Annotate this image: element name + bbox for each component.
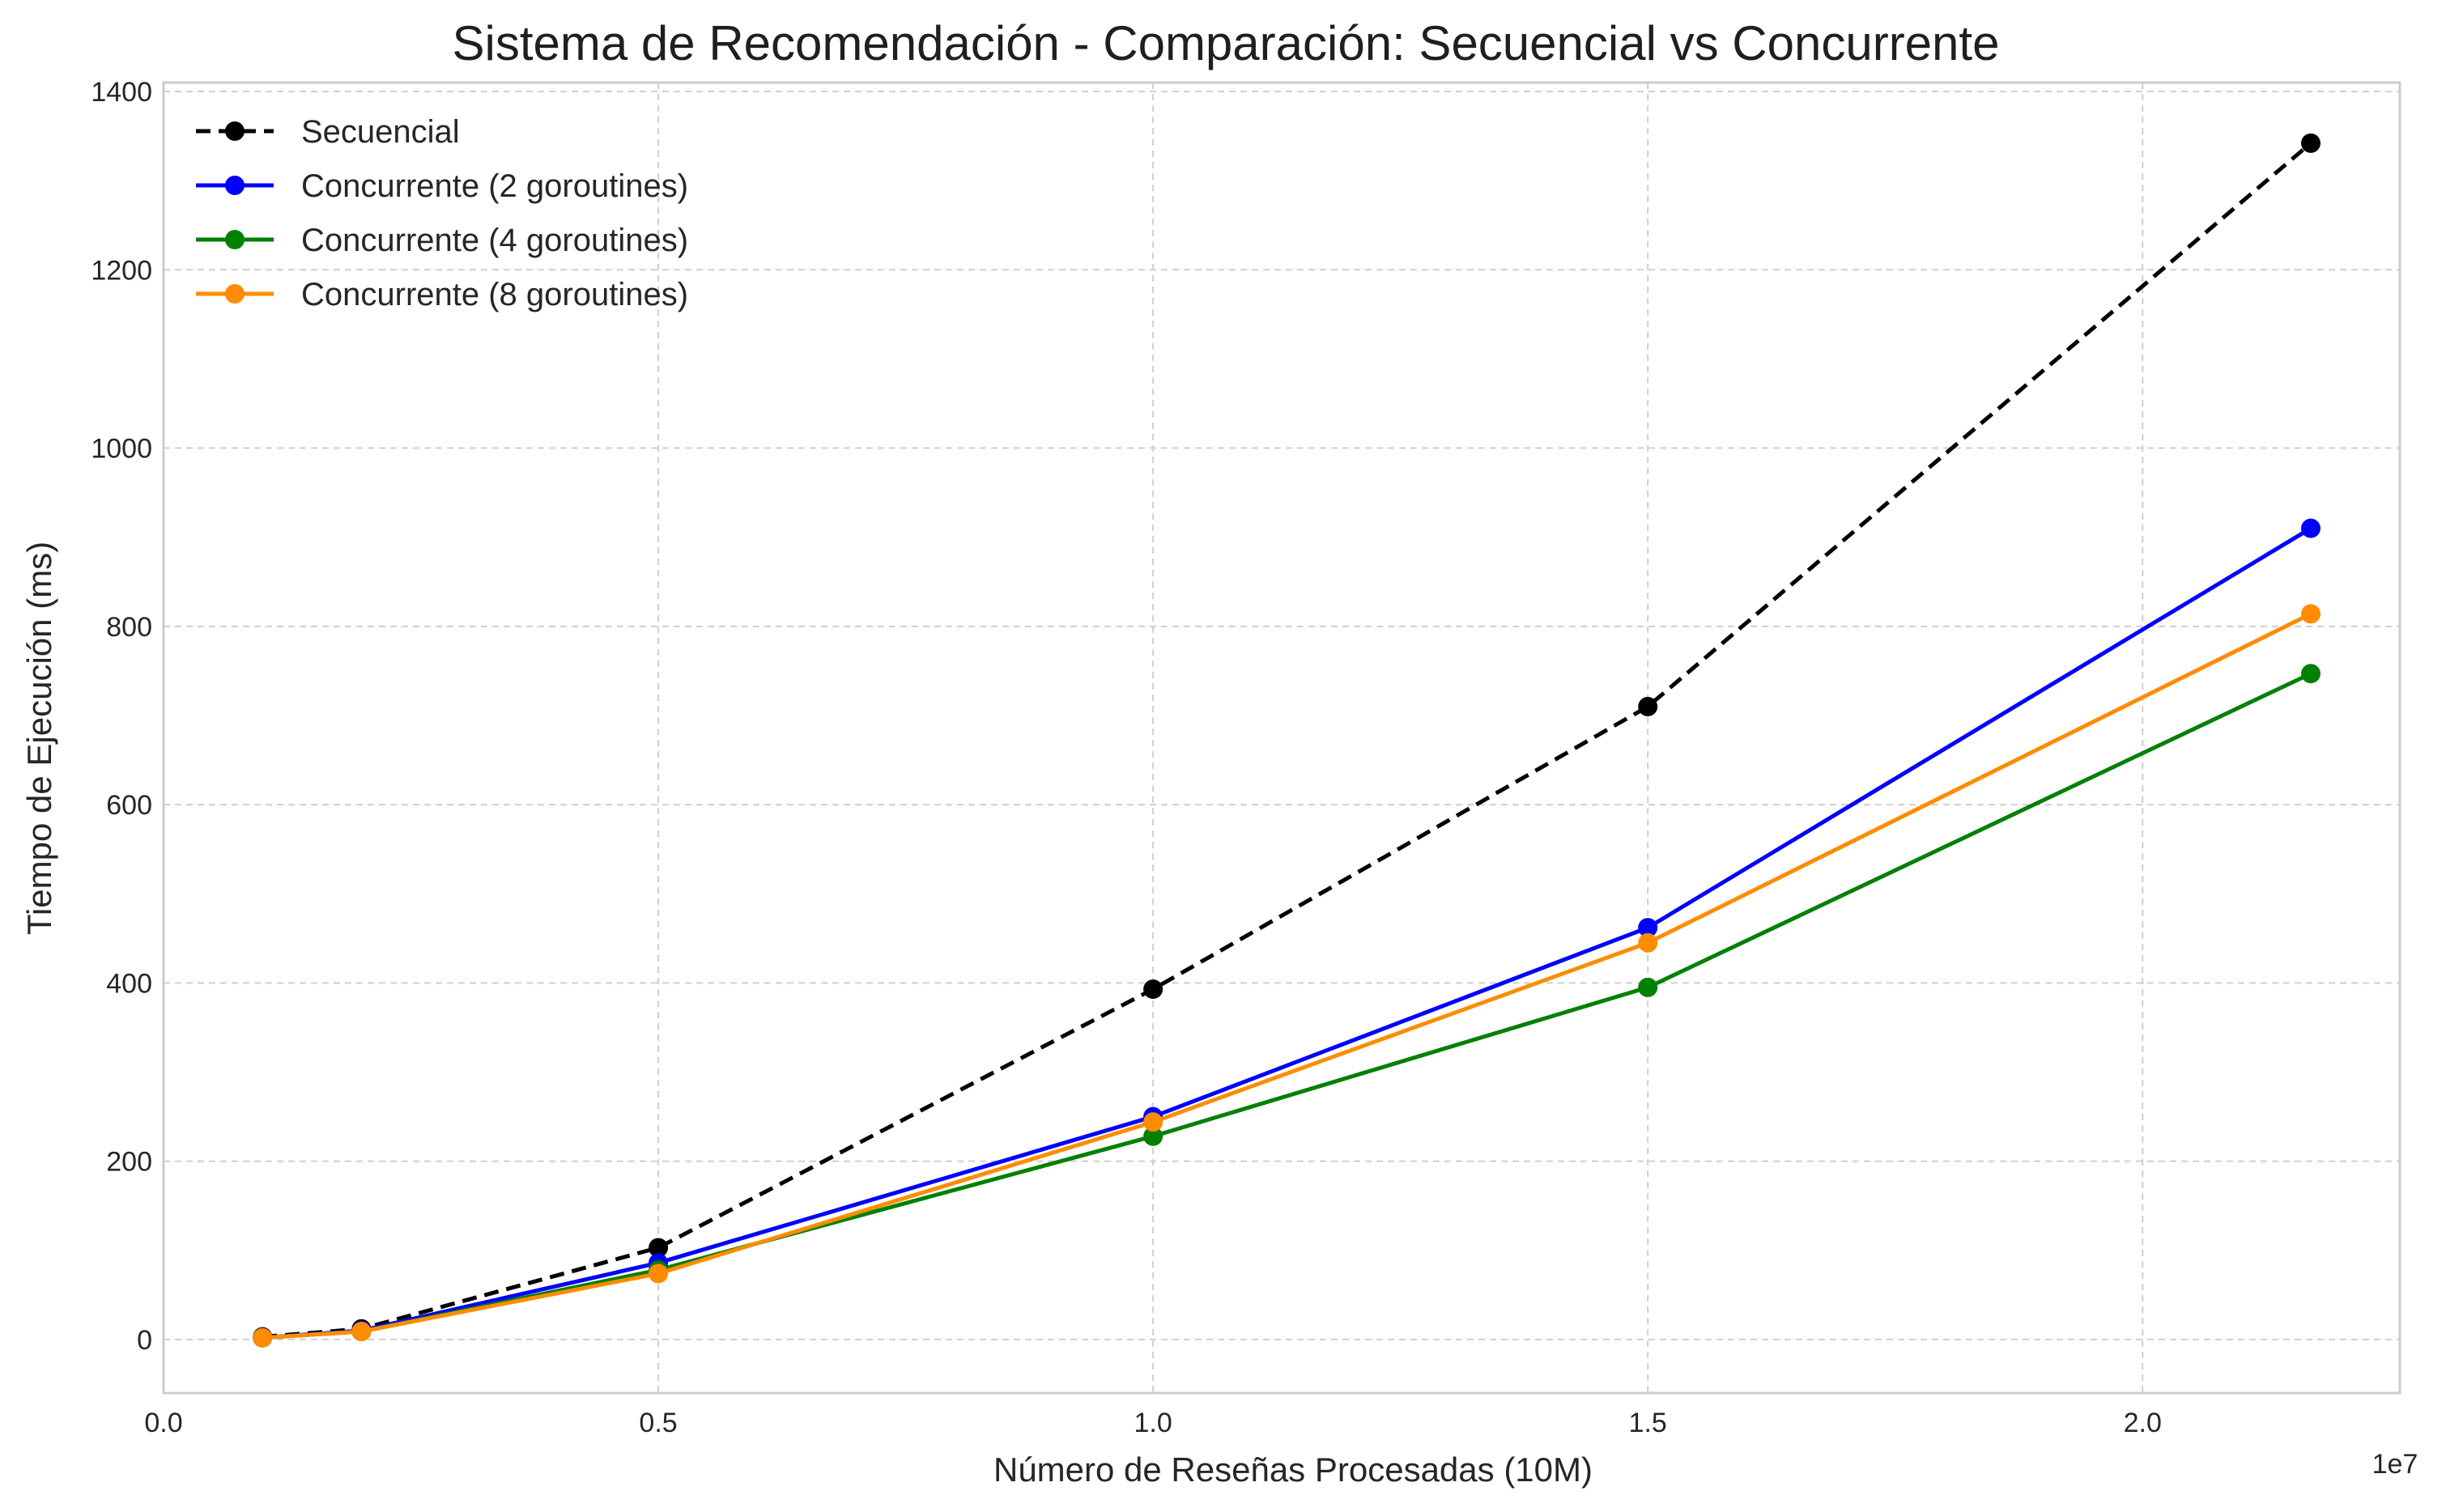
y-tick-label: 1000 [91, 434, 152, 465]
data-point [1143, 1126, 1163, 1146]
data-point [649, 1264, 669, 1284]
y-tick-label: 0 [137, 1325, 152, 1356]
axis-ticks: 0.0 0.5 1.0 1.5 2.0 0 200 400 600 800 1000 1200 1400 [91, 77, 2162, 1438]
legend-marker [225, 284, 245, 304]
x-tick-label: 1.0 [1134, 1408, 1172, 1438]
series-3 [253, 664, 2321, 1348]
data-point [1638, 918, 1658, 938]
x-offset-label: 1e7 [2372, 1449, 2418, 1480]
y-axis-label: Tiempo de Ejecución (ms) [20, 542, 58, 935]
grid-lines [163, 83, 2400, 1393]
series-line [262, 612, 2312, 1340]
series-line [262, 526, 2312, 1340]
series-lines [253, 133, 2321, 1348]
series-2 [253, 518, 2321, 1348]
x-tick-label: 0.0 [144, 1408, 182, 1438]
legend-label: Secuencial [301, 114, 460, 150]
legend: Secuencial Concurrente (2 goroutines) Conc… [196, 114, 688, 312]
data-point [253, 1327, 273, 1348]
series-line [262, 671, 2312, 1340]
data-point [351, 1322, 372, 1342]
y-tick-label: 800 [106, 612, 152, 643]
data-point [1638, 932, 1658, 953]
series-line [262, 141, 2312, 1340]
y-tick-label: 200 [106, 1147, 152, 1178]
data-point [1638, 696, 1658, 716]
y-tick-label: 600 [106, 790, 152, 821]
data-point [649, 1238, 669, 1258]
data-point [2301, 518, 2321, 538]
x-tick-label: 1.5 [1629, 1408, 1667, 1438]
legend-label: Concurrente (8 goroutines) [301, 277, 688, 312]
y-tick-label: 400 [106, 968, 152, 999]
chart-title: Sistema de Recomendación - Comparación: … [453, 16, 2000, 70]
legend-label: Concurrente (4 goroutines) [301, 223, 688, 258]
series-4 [253, 604, 2321, 1348]
plot-frame [162, 81, 2401, 1395]
legend-item-2: Concurrente (2 goroutines) [196, 168, 688, 204]
series-1 [253, 133, 2321, 1347]
data-point [1143, 1112, 1163, 1132]
y-tick-label: 1400 [91, 77, 152, 108]
data-point [2301, 133, 2321, 153]
data-point [1638, 977, 1658, 997]
legend-marker [225, 121, 245, 141]
legend-item-3: Concurrente (4 goroutines) [196, 223, 688, 258]
data-point [2301, 604, 2321, 624]
data-point [2301, 664, 2321, 684]
x-tick-label: 0.5 [639, 1408, 677, 1438]
y-tick-label: 1200 [91, 255, 152, 286]
x-axis-label: Número de Reseñas Procesadas (10M) [993, 1450, 1593, 1489]
legend-item-1: Secuencial [196, 114, 460, 150]
legend-label: Concurrente (2 goroutines) [301, 168, 688, 204]
x-tick-label: 2.0 [2124, 1408, 2162, 1438]
legend-item-4: Concurrente (8 goroutines) [196, 277, 688, 312]
data-point [1143, 979, 1163, 1000]
legend-marker [225, 230, 245, 249]
legend-marker [225, 176, 245, 195]
